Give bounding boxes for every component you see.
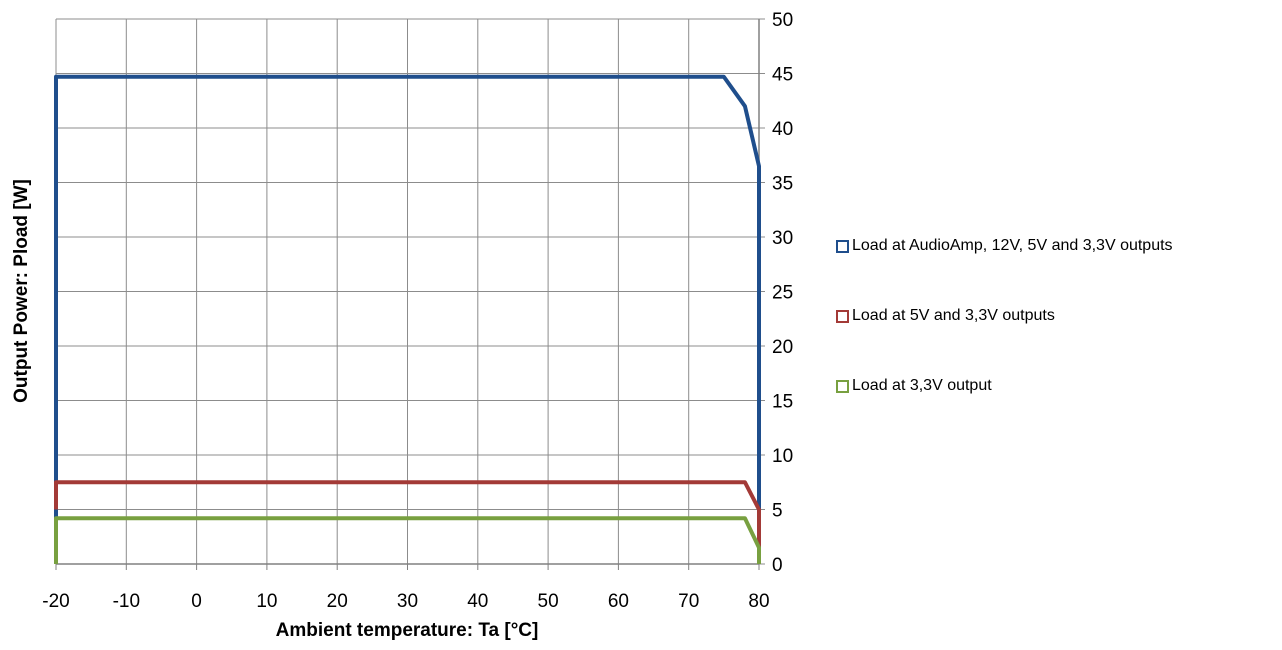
legend-label-series-2: Load at 5V and 3,3V outputs xyxy=(852,307,1055,324)
series-line-2 xyxy=(54,480,761,548)
legend-swatch-series-3 xyxy=(836,379,849,393)
x-tick-label: 10 xyxy=(256,591,277,612)
x-axis-title: Ambient temperature: Ta [°C] xyxy=(276,620,539,641)
x-tick-label: 60 xyxy=(608,591,629,612)
x-tick-label: 0 xyxy=(191,591,202,612)
legend-item-series-3: Load at 3,3V output xyxy=(836,376,1276,396)
legend-swatch-series-2 xyxy=(836,309,849,323)
series-line-1 xyxy=(54,74,761,564)
x-tick-labels: -20 -10 0 10 20 30 40 50 60 70 80 xyxy=(42,591,769,612)
y-tick-label: 5 xyxy=(772,501,783,522)
legend-item-series-1: Load at AudioAmp, 12V, 5V and 3,3V outpu… xyxy=(836,236,1276,256)
y-tick-label: 15 xyxy=(772,392,793,413)
x-tick-label: 30 xyxy=(397,591,418,612)
y-tick-label: 30 xyxy=(772,228,793,249)
y-tick-labels: 0 5 10 15 20 25 30 35 40 45 50 xyxy=(772,10,793,576)
y-tick-label: 25 xyxy=(772,283,793,304)
y-tick-label: 40 xyxy=(772,119,793,140)
legend: Load at AudioAmp, 12V, 5V and 3,3V outpu… xyxy=(836,236,1276,446)
series-line-3 xyxy=(54,516,761,564)
y-tick-label: 10 xyxy=(772,446,793,467)
x-tick-label: -10 xyxy=(113,591,140,612)
grid xyxy=(55,18,765,570)
series-layer xyxy=(54,74,761,564)
y-tick-label: 20 xyxy=(772,337,793,358)
x-tick-label: 70 xyxy=(678,591,699,612)
y-tick-label: 45 xyxy=(772,65,793,86)
x-tick-label: 50 xyxy=(538,591,559,612)
x-tick-label: 20 xyxy=(327,591,348,612)
x-tick-label: 80 xyxy=(748,591,769,612)
legend-swatch-series-1 xyxy=(836,239,849,253)
y-axis-title: Output Power: Pload [W] xyxy=(11,179,32,403)
x-tick-label: -20 xyxy=(42,591,69,612)
legend-label-series-1: Load at AudioAmp, 12V, 5V and 3,3V outpu… xyxy=(852,237,1173,254)
legend-item-series-2: Load at 5V and 3,3V outputs xyxy=(836,306,1276,326)
legend-label-series-3: Load at 3,3V output xyxy=(852,377,992,394)
y-tick-label: 50 xyxy=(772,10,793,31)
y-tick-label: 35 xyxy=(772,174,793,195)
y-tick-label: 0 xyxy=(772,555,783,576)
x-tick-label: 40 xyxy=(467,591,488,612)
